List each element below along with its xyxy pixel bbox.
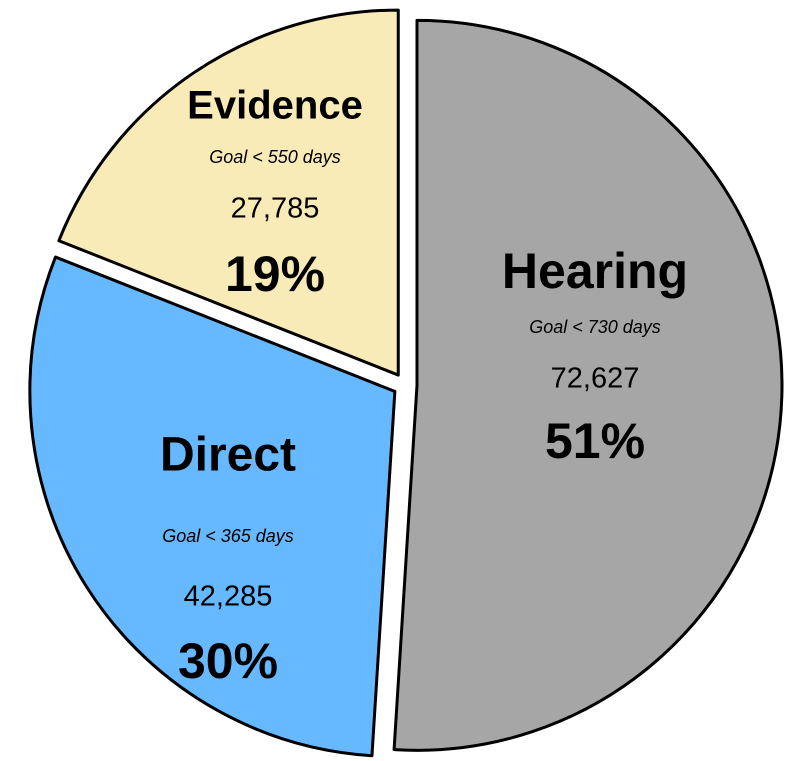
slice-goal: Goal < 550 days — [209, 147, 341, 167]
slice-name: Direct — [160, 429, 296, 482]
slice-count: 42,285 — [184, 581, 273, 613]
slice-name: Hearing — [502, 243, 688, 299]
slice-percent: 30% — [178, 633, 278, 689]
slice-count: 72,627 — [551, 363, 640, 395]
pie-slice — [57, 8, 400, 377]
slice-percent: 19% — [225, 246, 325, 302]
slice-percent: 51% — [545, 413, 645, 469]
slice-goal: Goal < 730 days — [529, 317, 661, 337]
slice-name: Evidence — [187, 84, 363, 128]
pie-slice — [392, 18, 784, 752]
pie-slice — [28, 255, 397, 758]
slice-count: 27,785 — [231, 193, 320, 225]
slice-goal: Goal < 365 days — [162, 526, 294, 546]
